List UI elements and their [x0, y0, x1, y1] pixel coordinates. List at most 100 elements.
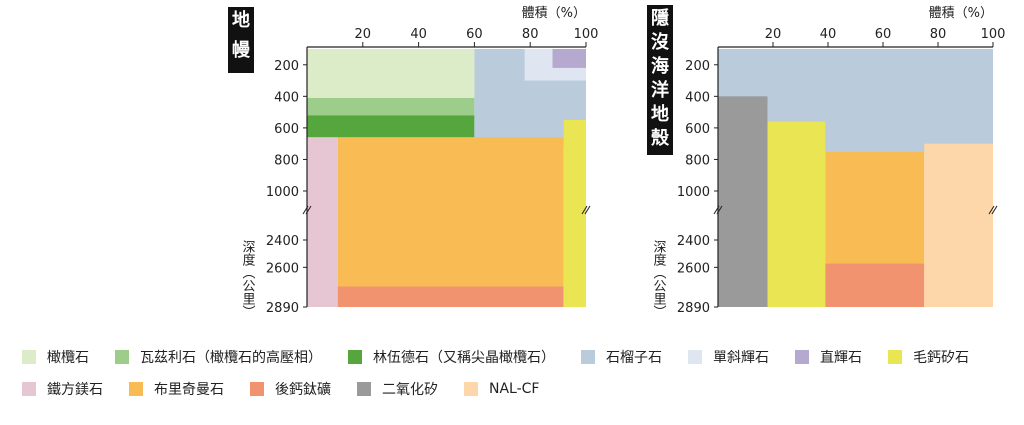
legend-swatch: [115, 350, 129, 364]
legend-item: 單斜輝石: [688, 347, 769, 367]
legend-item: 瓦茲利石（橄欖石的高壓相）: [115, 347, 322, 367]
phase-region: [307, 115, 475, 138]
panel-title-char: 海: [651, 55, 669, 77]
panel-title-char: 幔: [232, 39, 251, 61]
panel-title-char: 殼: [651, 127, 670, 149]
axis-break-mark: [988, 205, 995, 215]
legend-item: 鐵方鎂石: [22, 379, 103, 399]
legend-label: 橄欖石: [47, 350, 89, 366]
panel-title-char: 隱: [651, 7, 669, 29]
x-tick-label: 100: [574, 27, 599, 42]
legend-label: 石榴子石: [606, 350, 662, 366]
phase-region: [552, 49, 586, 68]
legend-item: NAL-CF: [464, 379, 539, 399]
x-tick-label: 40: [410, 27, 427, 42]
x-tick-label: 80: [930, 27, 947, 42]
legend-label: 後鈣鈦礦: [275, 382, 331, 398]
legend-item: 林伍德石（又稱尖晶橄欖石）: [348, 347, 555, 367]
legend-swatch: [688, 350, 702, 364]
phase-region: [563, 120, 586, 307]
legend-continued: 鐵方鎂石 布里奇曼石 後鈣鈦礦 二氧化矽 NAL-CF: [22, 379, 1022, 399]
legend-swatch: [22, 382, 36, 396]
oceanic-crust-panel: 20 40 60 80 100 體積（%） 200 400 600 800 1000 2400 2600…: [647, 5, 1005, 318]
panel-title-char: 地: [232, 9, 250, 31]
phase-region: [337, 286, 564, 307]
legend-item: 布里奇曼石: [129, 379, 224, 399]
legend-label: 單斜輝石: [713, 350, 769, 366]
panel-title-char: 地: [651, 103, 669, 125]
y-tick-label: 1000: [266, 185, 299, 200]
legend-swatch: [129, 382, 143, 396]
axis-break-mark: [584, 205, 591, 215]
x-tick-label: 60: [875, 27, 892, 42]
x-axis-label: 體積（%）: [522, 6, 586, 21]
x-tick-label: 20: [355, 27, 372, 42]
legend-swatch: [348, 350, 362, 364]
panel-title-char: 洋: [651, 79, 669, 101]
axis-break-mark: [305, 205, 312, 215]
y-tick-label: 800: [685, 153, 710, 168]
y-axis-label: 深度（公里）: [651, 240, 667, 318]
axis-break-mark: [302, 205, 309, 215]
y-tick-label: 2600: [266, 261, 299, 276]
legend-swatch: [581, 350, 595, 364]
legend-swatch: [250, 382, 264, 396]
legend-item: 橄欖石: [22, 347, 89, 367]
legend-item: 二氧化矽: [357, 379, 438, 399]
x-tick-label: 40: [820, 27, 837, 42]
legend-label: 瓦茲利石（橄欖石的高壓相）: [140, 350, 322, 366]
phase-composition-chart: 20 40 60 80 100 體積（%） 200 400 600 800 1000 2400 2600…: [228, 5, 1005, 318]
y-tick-label: 2890: [266, 301, 299, 316]
legend-label: 林伍德石（又稱尖晶橄欖石）: [373, 350, 555, 366]
axis-break-mark: [713, 205, 720, 215]
legend-swatch: [888, 350, 902, 364]
x-tick-label: 60: [466, 27, 483, 42]
legend-item: 毛鈣矽石: [888, 347, 969, 367]
x-tick-label: 80: [522, 27, 539, 42]
phase-region: [767, 121, 826, 307]
legend-label: 鐵方鎂石: [47, 382, 103, 398]
phase-region: [307, 49, 475, 98]
x-tick-label: 20: [765, 27, 782, 42]
phase-region: [337, 137, 564, 287]
y-tick-label: 200: [685, 59, 710, 74]
axis-break-mark: [581, 205, 588, 215]
y-tick-label: 2600: [677, 261, 710, 276]
phase-region: [825, 151, 925, 264]
y-axis-label: 深度（公里）: [240, 240, 256, 318]
legend-item: 直輝石: [795, 347, 862, 367]
legend-label: 直輝石: [820, 350, 862, 366]
legend-item: 石榴子石: [581, 347, 662, 367]
y-tick-label: 400: [274, 90, 299, 105]
phase-region: [924, 143, 993, 307]
y-tick-label: 2400: [266, 234, 299, 249]
y-tick-label: 600: [274, 122, 299, 137]
y-tick-label: 400: [685, 90, 710, 105]
y-tick-label: 2890: [677, 301, 710, 316]
legend-swatch: [464, 382, 478, 396]
x-axis-label: 體積（%）: [929, 6, 993, 21]
legend-swatch: [357, 382, 371, 396]
x-tick-label: 100: [981, 27, 1006, 42]
mantle-panel: 20 40 60 80 100 體積（%） 200 400 600 800 1000 2400 2600…: [228, 6, 598, 318]
legend-item: 後鈣鈦礦: [250, 379, 331, 399]
legend-label: 布里奇曼石: [154, 382, 224, 398]
axis-break-mark: [716, 205, 723, 215]
legend-swatch: [795, 350, 809, 364]
y-tick-label: 800: [274, 153, 299, 168]
legend: 橄欖石 瓦茲利石（橄欖石的高壓相） 林伍德石（又稱尖晶橄欖石） 石榴子石 單斜輝石 直輝石…: [22, 347, 1022, 367]
legend-label: 毛鈣矽石: [913, 350, 969, 366]
panel-title-badge: [647, 5, 673, 155]
phase-region: [825, 263, 925, 307]
axis-break-mark: [991, 205, 998, 215]
y-tick-label: 1000: [677, 185, 710, 200]
legend-label: 二氧化矽: [382, 382, 438, 398]
y-tick-label: 2400: [677, 234, 710, 249]
phase-region: [307, 97, 475, 116]
panel-title-char: 沒: [651, 31, 670, 53]
y-tick-label: 200: [274, 59, 299, 74]
panel-title-badge: [228, 7, 254, 73]
y-tick-label: 600: [685, 122, 710, 137]
legend-swatch: [22, 350, 36, 364]
phase-region: [307, 137, 338, 307]
